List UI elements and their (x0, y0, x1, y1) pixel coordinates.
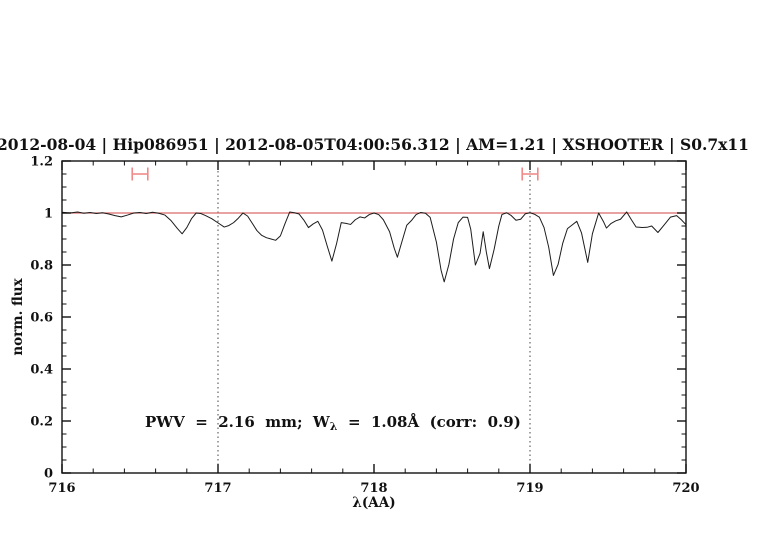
x-tick-label: 716 (48, 481, 75, 496)
spectrum-line (61, 211, 687, 283)
pwv-annotation: PWV = 2.16 mm; Wλ = 1.08Å (corr: 0.9) (145, 413, 521, 433)
y-axis-label: norm. flux (10, 277, 26, 355)
y-tick-label: 0.8 (30, 259, 53, 274)
x-tick-label: 718 (360, 481, 387, 496)
pwv-annotation-tail: = 1.08Å (corr: 0.9) (338, 413, 521, 431)
y-tick-labels: 0 0.2 0.4 0.6 0.8 1 1.2 (30, 155, 53, 482)
y-tick-label: 0 (44, 467, 53, 482)
y-tick-label: 0.2 (30, 415, 53, 430)
y-tick-label: 0.4 (30, 363, 53, 378)
pwv-annotation-main: PWV = 2.16 mm; W (145, 413, 331, 431)
chart-title: 2012-08-04 | Hip086951 | 2012-08-05T04:0… (0, 135, 749, 154)
range-marker-errorbars (131, 167, 539, 181)
pwv-annotation-subscript: λ (330, 420, 338, 433)
x-tick-labels: 716 717 718 719 720 (48, 481, 699, 496)
x-tick-label: 719 (516, 481, 543, 496)
y-tick-label: 1 (44, 207, 53, 222)
x-tick-label: 720 (672, 481, 699, 496)
y-tick-label: 1.2 (30, 155, 53, 170)
x-axis-label: λ(AA) (352, 495, 395, 511)
axis-ticks (61, 160, 687, 474)
x-tick-label: 717 (204, 481, 231, 496)
y-tick-label: 0.6 (30, 311, 53, 326)
